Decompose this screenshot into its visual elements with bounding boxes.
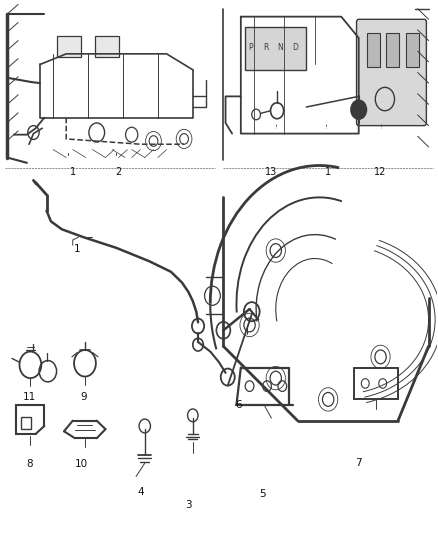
- Text: 6: 6: [235, 400, 242, 410]
- Text: R: R: [263, 43, 268, 52]
- Text: 4: 4: [137, 488, 144, 497]
- Text: 2: 2: [116, 167, 122, 177]
- Text: 10: 10: [75, 459, 88, 469]
- Bar: [367, 33, 380, 67]
- Text: 11: 11: [22, 392, 36, 402]
- Bar: [245, 27, 306, 70]
- Text: D: D: [293, 43, 298, 52]
- FancyBboxPatch shape: [357, 19, 426, 126]
- Text: 3: 3: [185, 499, 192, 510]
- Bar: [406, 33, 419, 67]
- Text: 1: 1: [325, 167, 331, 177]
- Text: 1: 1: [70, 167, 76, 177]
- Bar: [386, 33, 399, 67]
- Text: 5: 5: [259, 489, 266, 499]
- Text: P: P: [248, 43, 253, 52]
- Text: 13: 13: [265, 167, 278, 177]
- Text: 12: 12: [374, 167, 387, 177]
- Text: 9: 9: [80, 392, 87, 402]
- Bar: [95, 36, 119, 56]
- Text: 8: 8: [26, 459, 32, 469]
- Text: N: N: [278, 43, 283, 52]
- Circle shape: [351, 100, 367, 119]
- Text: 7: 7: [355, 458, 362, 468]
- Text: 1: 1: [74, 245, 81, 254]
- Bar: [21, 417, 31, 429]
- Bar: [57, 36, 81, 56]
